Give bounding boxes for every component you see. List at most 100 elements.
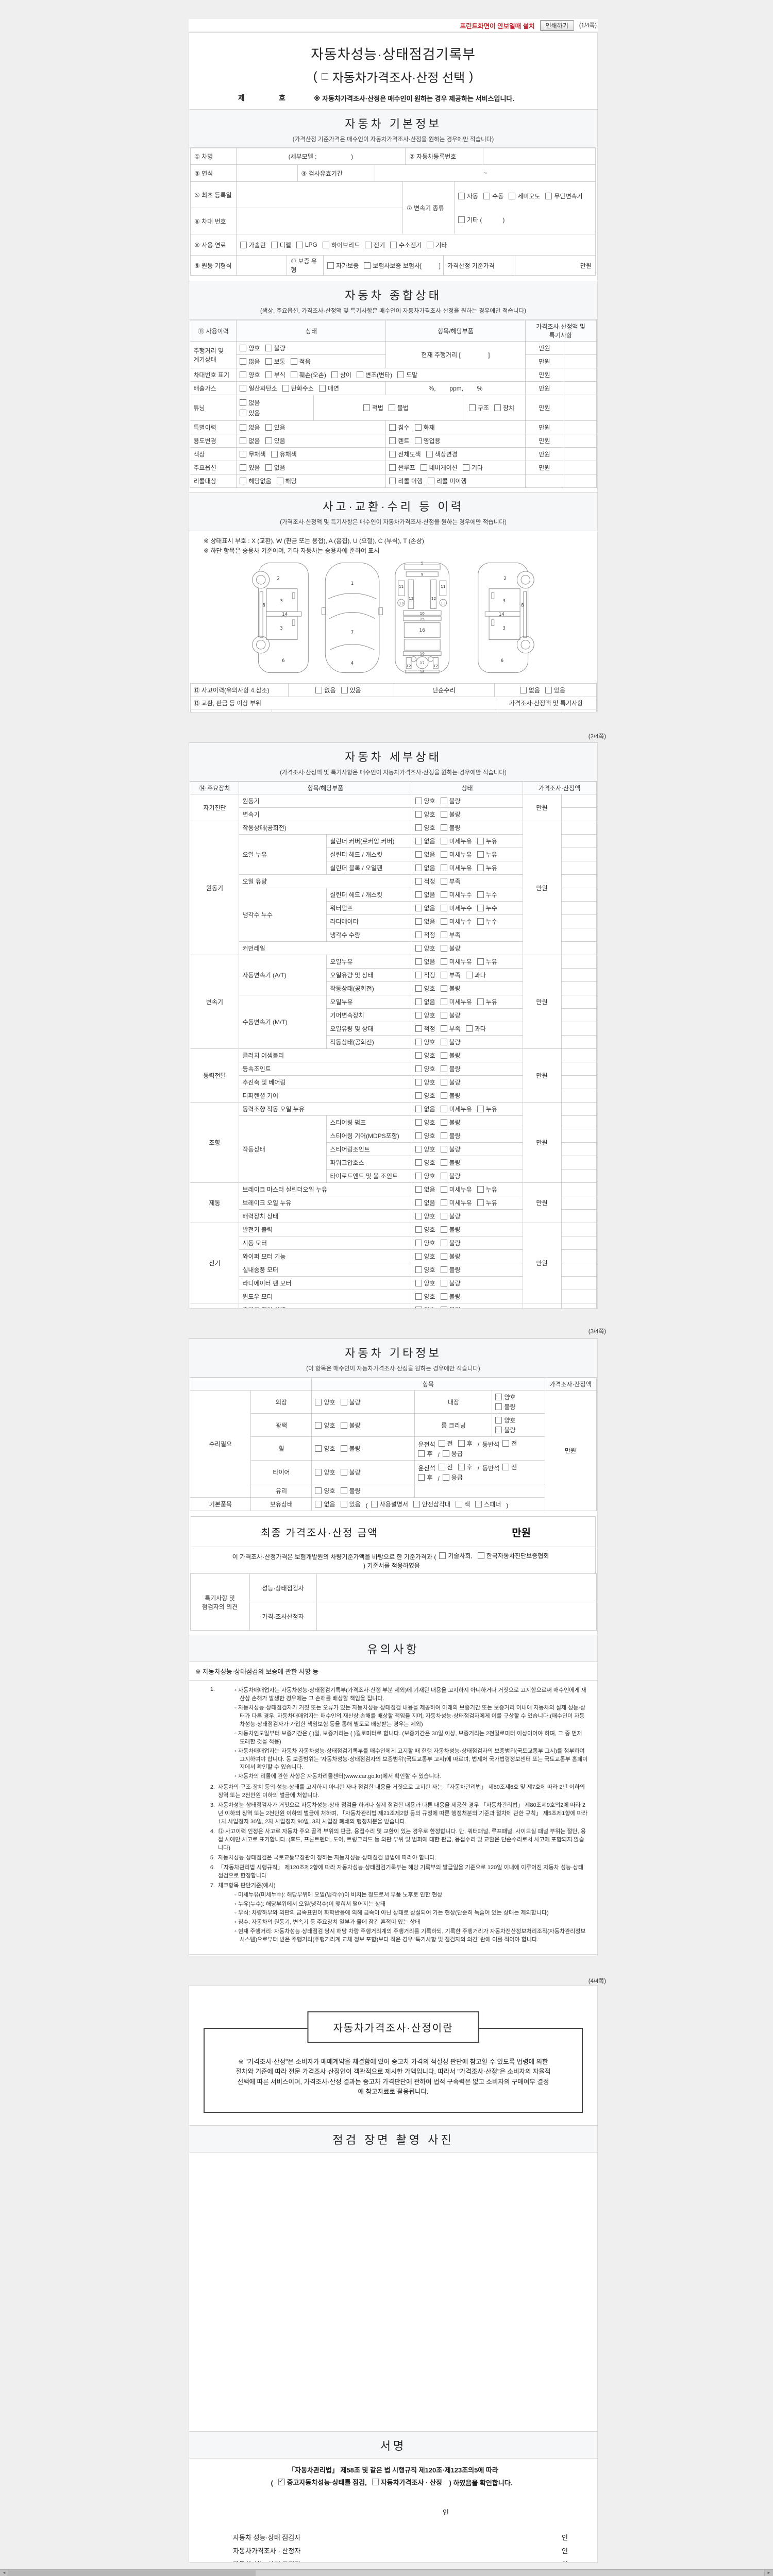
checkbox-option[interactable]: 해당 <box>276 477 297 485</box>
checkbox-option[interactable]: 불량 <box>440 1131 461 1140</box>
note-cell[interactable] <box>561 1236 597 1250</box>
checkbox-icon[interactable] <box>440 1266 447 1273</box>
checkbox-option[interactable]: 누유 <box>477 997 497 1006</box>
checkbox-option[interactable]: 양호 <box>415 1239 435 1247</box>
checkbox-icon[interactable] <box>458 192 465 199</box>
checkbox-icon[interactable] <box>440 918 447 925</box>
checkbox-icon[interactable] <box>477 865 484 871</box>
checkbox-icon[interactable] <box>415 1213 422 1219</box>
note-cell[interactable] <box>561 1035 597 1049</box>
note-cell[interactable] <box>563 461 597 474</box>
checkbox-option[interactable]: 없음 <box>415 863 435 872</box>
checkbox-icon[interactable] <box>315 1501 322 1507</box>
checkbox-option[interactable]: 없음 <box>240 436 260 445</box>
checkbox-icon[interactable] <box>440 824 447 831</box>
checkbox-option[interactable]: 기타 <box>462 463 483 472</box>
checkbox-option[interactable]: 양호 <box>315 1468 335 1477</box>
checkbox-icon[interactable] <box>290 371 297 378</box>
checkbox-option[interactable]: 미세누유 <box>440 837 472 845</box>
checkbox-option[interactable]: 불량 <box>440 823 461 832</box>
checkbox-icon[interactable] <box>389 437 396 444</box>
note-cell[interactable] <box>561 1115 597 1129</box>
checkbox-icon[interactable] <box>390 241 397 248</box>
checkbox-option[interactable]: 적정 <box>415 930 435 939</box>
checkbox-icon[interactable] <box>440 1119 447 1126</box>
checkbox-icon[interactable] <box>440 958 447 965</box>
checkbox-icon[interactable] <box>477 1199 484 1206</box>
checkbox-icon[interactable] <box>413 1501 420 1507</box>
checkbox-icon[interactable] <box>415 798 422 804</box>
checkbox-option[interactable]: 수동 <box>483 192 503 200</box>
checkbox-option[interactable]: 양호 <box>415 1011 435 1020</box>
note-cell[interactable] <box>561 1156 597 1170</box>
first-registration-field[interactable] <box>236 181 403 208</box>
checkbox-icon[interactable] <box>415 891 422 898</box>
checkbox-option[interactable]: 누수 <box>477 917 497 926</box>
checkbox-option[interactable]: 후 <box>458 1463 473 1471</box>
checkbox-icon[interactable] <box>415 824 422 831</box>
checkbox-option[interactable]: 적정 <box>415 971 435 979</box>
checkbox-option[interactable]: 미세누유 <box>440 850 472 859</box>
checkbox-option[interactable]: 미세누유 <box>440 1105 472 1113</box>
note-cell[interactable] <box>561 968 597 982</box>
checkbox-icon[interactable] <box>465 1025 473 1032</box>
checkbox-icon[interactable] <box>440 1012 447 1019</box>
checkbox-option[interactable]: 없음 <box>415 850 435 859</box>
checkbox-icon[interactable] <box>265 371 272 378</box>
scrollbar-thumb[interactable] <box>8 2570 256 2576</box>
checkbox-icon[interactable] <box>440 851 447 858</box>
checkbox-option[interactable]: 불법 <box>388 403 409 412</box>
checkbox-icon[interactable] <box>240 464 247 471</box>
note-cell[interactable] <box>561 1290 597 1303</box>
checkbox-icon[interactable] <box>315 1445 322 1452</box>
checkbox-icon[interactable] <box>282 385 289 392</box>
model-detail-field[interactable]: (세부모델 : ) <box>236 147 406 165</box>
checkbox-option[interactable]: 누유 <box>477 957 497 966</box>
checkbox-option[interactable]: 부족 <box>440 971 461 979</box>
checkbox-option[interactable]: 불량 <box>440 1038 461 1046</box>
appraiser-opinion-field[interactable] <box>316 1602 597 1631</box>
checkbox-icon[interactable] <box>315 1421 322 1429</box>
checkbox-icon[interactable] <box>427 241 434 248</box>
checkbox-option[interactable]: 없음 <box>415 997 435 1006</box>
checkbox-icon[interactable] <box>465 972 473 978</box>
checkbox-option[interactable]: 누유 <box>477 850 497 859</box>
inspection-period-field[interactable]: ~ <box>375 164 596 182</box>
checkbox-icon[interactable] <box>415 998 422 1005</box>
checkbox-icon[interactable] <box>477 1552 484 1559</box>
checkbox-icon[interactable] <box>315 1469 322 1476</box>
checkbox-icon[interactable] <box>318 385 326 392</box>
checkbox-icon[interactable] <box>477 1106 484 1112</box>
checkbox-option[interactable]: 불량 <box>340 1444 361 1453</box>
checkbox-option[interactable]: 양호 <box>415 1091 435 1100</box>
checkbox-icon[interactable] <box>440 1307 447 1308</box>
note-cell[interactable] <box>561 1089 597 1103</box>
checkbox-icon[interactable] <box>315 1398 322 1405</box>
note-cell[interactable] <box>561 1223 597 1236</box>
checkbox-option[interactable]: 불량 <box>440 1239 461 1247</box>
checkbox-icon[interactable] <box>545 192 552 199</box>
checkbox-icon[interactable] <box>240 437 247 444</box>
checkbox-icon[interactable] <box>363 404 370 411</box>
checkbox-option[interactable]: 있음 <box>340 1500 361 1509</box>
checkbox-option[interactable]: 리콜 미이행 <box>427 477 467 485</box>
note-cell[interactable] <box>561 1008 597 1022</box>
note-cell[interactable] <box>563 368 597 382</box>
checkbox-icon[interactable] <box>340 1501 347 1507</box>
checkbox-icon[interactable] <box>439 1552 446 1559</box>
checkbox-option[interactable]: 후 <box>418 1473 433 1482</box>
checkbox-icon[interactable] <box>240 424 247 431</box>
checkbox-option[interactable]: 불량 <box>440 944 461 953</box>
checkbox-icon[interactable] <box>414 437 422 444</box>
checkbox-option[interactable]: 양호 <box>415 810 435 819</box>
checkbox-icon[interactable] <box>468 404 476 411</box>
checkbox-option[interactable]: 후 <box>418 1449 433 1458</box>
checkbox-icon[interactable] <box>415 1199 422 1206</box>
checkbox-option[interactable]: 불량 <box>440 810 461 819</box>
checkbox-icon[interactable] <box>440 878 447 885</box>
checkbox-icon[interactable] <box>315 1487 322 1494</box>
checkbox-icon[interactable] <box>372 2478 379 2485</box>
checkbox-option[interactable]: 없음 <box>415 1105 435 1113</box>
note-cell[interactable] <box>563 354 597 368</box>
checkbox-icon[interactable] <box>418 1474 425 1481</box>
